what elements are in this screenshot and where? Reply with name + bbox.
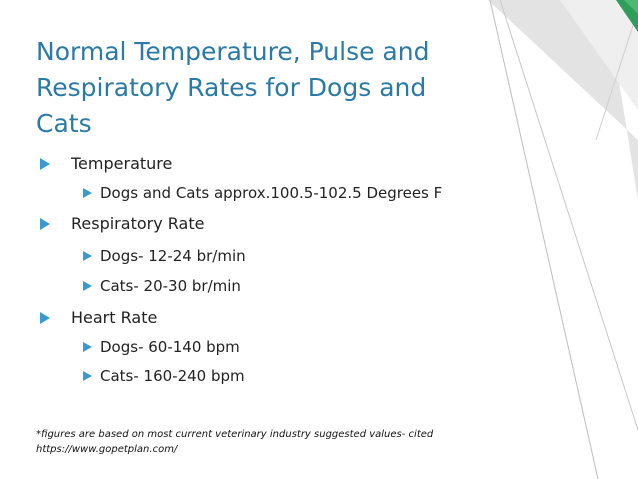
bullet-text: Cats- 20-30 br/min: [100, 277, 241, 295]
corner-green-sliver: [624, 0, 638, 14]
bullet-text: Respiratory Rate: [71, 214, 205, 233]
bullet-text: Dogs- 60-140 bpm: [100, 338, 240, 356]
bullet-text: Cats- 160-240 bpm: [100, 367, 245, 385]
triangle-arrow-icon: [83, 342, 92, 352]
sub-bullet-item: Dogs- 60-140 bpm: [83, 338, 240, 356]
deco-line-2: [499, 0, 638, 431]
triangle-arrow-icon: [83, 188, 92, 198]
triangle-arrow-icon: [83, 251, 92, 261]
footnote-line: *figures are based on most current veter…: [36, 429, 434, 440]
bullet-text: Dogs- 12-24 br/min: [100, 247, 246, 265]
deco-line-3: [595, 9, 638, 141]
title-line: Normal Temperature, Pulse and: [36, 37, 430, 66]
sub-bullet-item: Cats- 160-240 bpm: [83, 367, 245, 385]
footnote: *figures are based on most current veter…: [36, 427, 456, 457]
bullet-item-heart-rate: Heart Rate: [40, 308, 157, 327]
deco-line-1: [489, 0, 599, 479]
triangle-arrow-icon: [40, 217, 50, 230]
bullet-text: Heart Rate: [71, 308, 158, 327]
bullet-text: Dogs and Cats approx.100.5-102.5 Degrees…: [100, 184, 443, 202]
slide-title: Normal Temperature, Pulse and Respirator…: [36, 34, 466, 142]
title-line: Cats: [36, 109, 92, 138]
footnote-url: https://www.gopetplan.com/: [36, 444, 178, 455]
corner-gray-strip: [560, 0, 638, 110]
triangle-arrow-icon: [40, 157, 50, 170]
title-line: Respiratory Rates for Dogs and: [36, 73, 427, 102]
sub-bullet-item: Dogs- 12-24 br/min: [83, 247, 246, 265]
triangle-arrow-icon: [40, 311, 50, 324]
triangle-arrow-icon: [83, 371, 92, 381]
sub-bullet-item: Cats- 20-30 br/min: [83, 277, 241, 295]
bullet-item-respiratory-rate: Respiratory Rate: [40, 214, 204, 233]
bullet-text: Temperature: [71, 154, 173, 173]
sub-bullet-item: Dogs and Cats approx.100.5-102.5 Degrees…: [83, 184, 442, 202]
bullet-item-temperature: Temperature: [40, 154, 172, 173]
triangle-arrow-icon: [83, 281, 92, 291]
